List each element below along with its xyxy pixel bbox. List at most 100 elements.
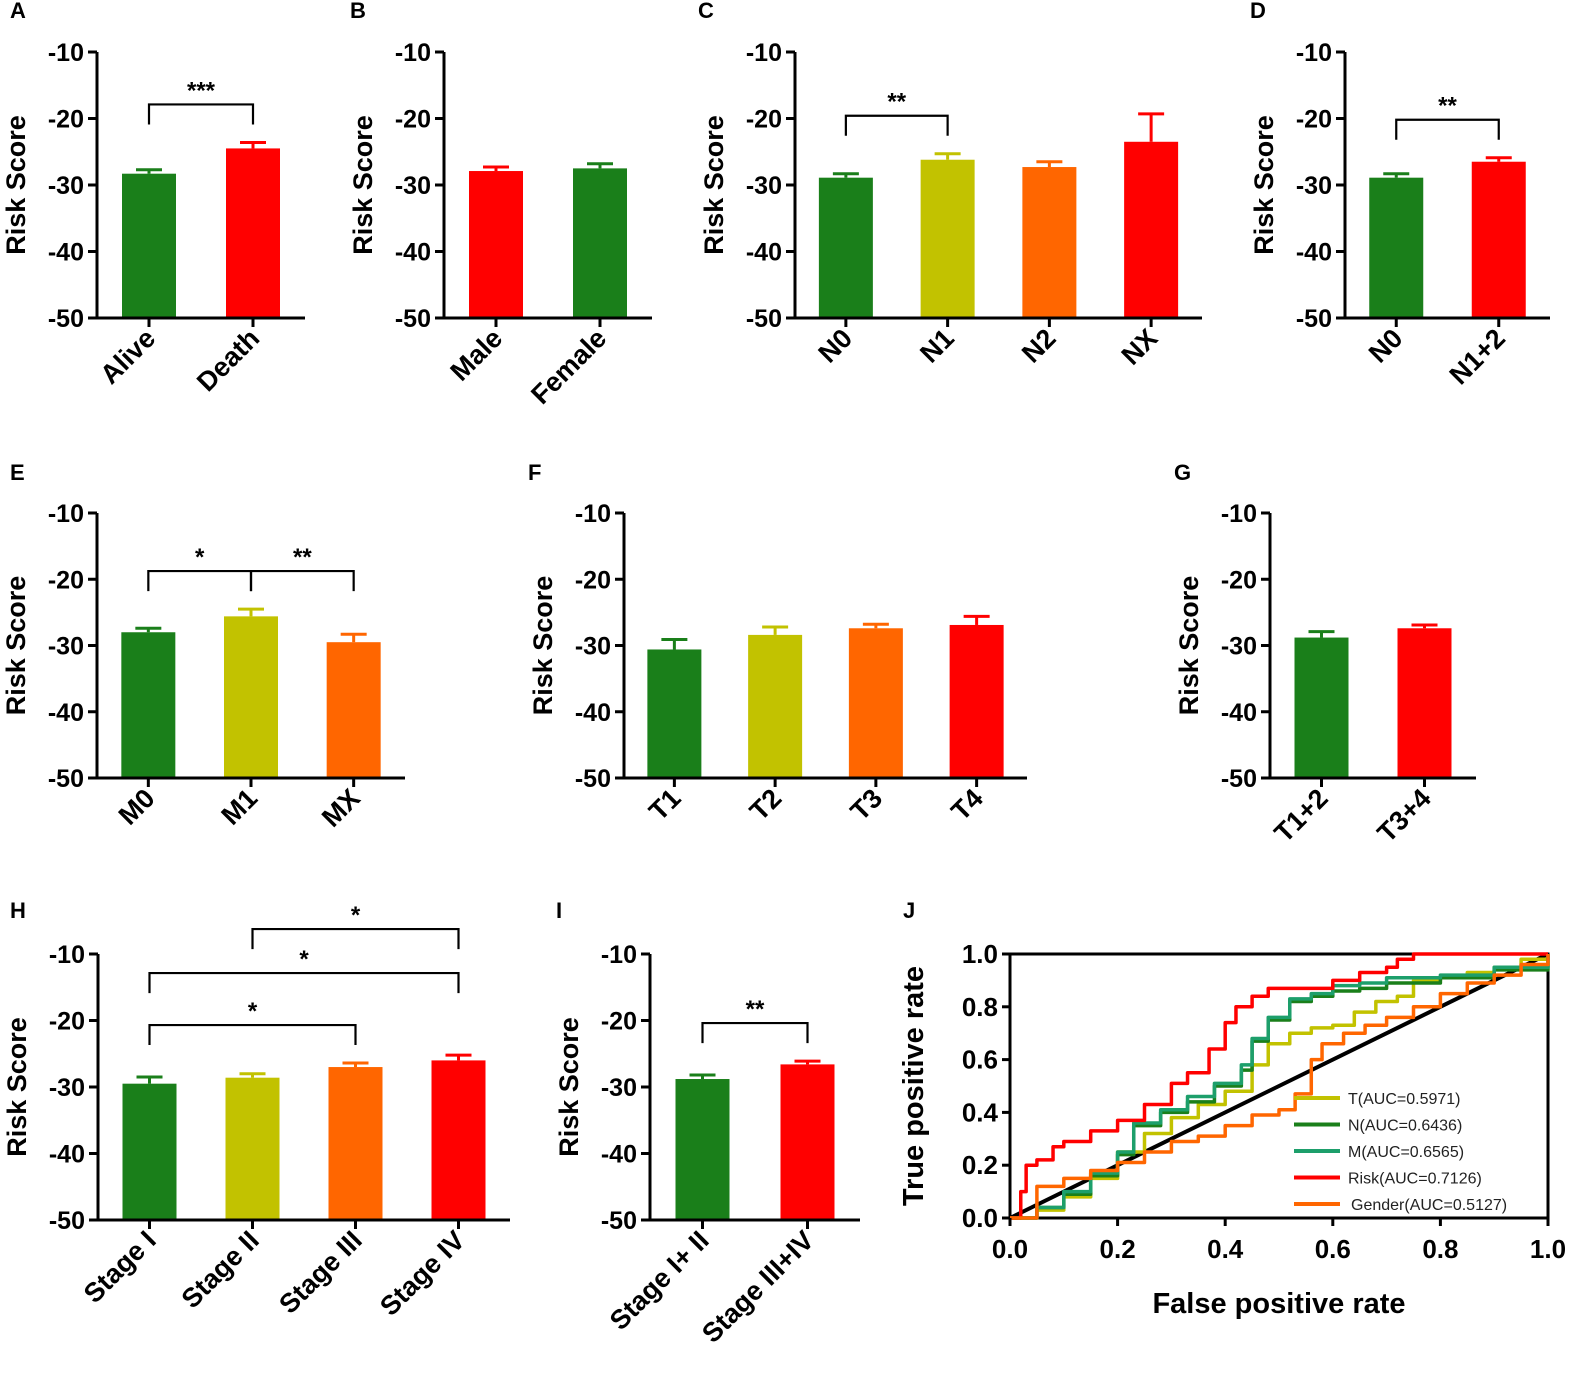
y-tick-label: -20 xyxy=(1221,566,1257,594)
bar xyxy=(780,1064,835,1220)
x-tick-label: Stage II xyxy=(176,1225,265,1314)
y-tick-label: -10 xyxy=(1221,500,1257,528)
significance-label: * xyxy=(195,544,205,571)
y-tick-label: -20 xyxy=(1296,106,1332,134)
panel-F: F -10 -20 -30 -40 -50 Risk Score T1 T2 T3 T4 xyxy=(528,460,1027,827)
x-tick-label: Alive xyxy=(94,323,161,390)
panel-A: A -10 -20 -30 -40 -50 Risk Score Alive Death *** xyxy=(1,0,305,397)
roc-curve xyxy=(1010,954,1550,1220)
bar xyxy=(818,177,873,318)
y-tick-label: -30 xyxy=(48,633,84,661)
y-tick-label: -50 xyxy=(48,305,84,333)
y-axis-label: Risk Score xyxy=(1,576,31,716)
y-tick-label: -50 xyxy=(746,305,782,333)
panel-J: J 0.0 0.2 0.4 0.6 0.8 1.0 0.0 0.2 0.4 0.6 0.8 1.0 Fal… xyxy=(898,898,1566,1320)
y-tick-label: 0.8 xyxy=(962,992,998,1022)
x-tick-label: Stage I xyxy=(78,1225,162,1309)
y-tick-label: -10 xyxy=(49,941,85,969)
x-tick-label: 0.0 xyxy=(992,1234,1028,1264)
panel-label: A xyxy=(10,0,26,23)
y-tick-label: -20 xyxy=(746,106,782,134)
y-tick-label: -40 xyxy=(48,699,84,727)
panel-label: H xyxy=(10,898,26,923)
y-tick-label: -30 xyxy=(575,633,611,661)
x-tick-label: T1+2 xyxy=(1268,783,1333,848)
y-tick-label: -20 xyxy=(48,106,84,134)
y-tick-label: -20 xyxy=(601,1008,637,1036)
panel-label: D xyxy=(1250,0,1266,23)
y-axis-label: Risk Score xyxy=(2,1017,32,1157)
y-tick-label: -50 xyxy=(1221,765,1257,793)
x-tick-label: Stage I+ II xyxy=(604,1225,715,1336)
x-tick-label: N0 xyxy=(1363,323,1409,369)
x-tick-label: N1 xyxy=(914,323,960,369)
x-tick-label: T3 xyxy=(845,783,888,826)
y-tick-label: -40 xyxy=(601,1141,637,1169)
bar xyxy=(1124,141,1179,318)
y-tick-label: -10 xyxy=(1296,39,1332,67)
y-tick-label: -40 xyxy=(1221,699,1257,727)
y-tick-label: -30 xyxy=(395,172,431,200)
y-tick-label: 0.0 xyxy=(962,1203,998,1233)
x-tick-label: N1+2 xyxy=(1444,323,1511,390)
x-axis-label: False positive rate xyxy=(1152,1288,1405,1320)
x-tick-label: Male xyxy=(445,323,509,387)
x-tick-label: Stage III+IV xyxy=(696,1225,820,1349)
bar xyxy=(675,1079,730,1220)
bar xyxy=(469,171,523,318)
x-tick-label: T1 xyxy=(643,783,686,826)
y-tick-label: -40 xyxy=(395,239,431,267)
bar xyxy=(328,1067,383,1220)
y-axis-label: Risk Score xyxy=(348,115,378,255)
y-axis-label: Risk Score xyxy=(1,115,31,255)
significance-label: ** xyxy=(293,544,312,571)
bar xyxy=(1369,177,1424,318)
x-tick-label: 0.6 xyxy=(1315,1234,1351,1264)
legend-label: Risk(AUC=0.7126) xyxy=(1348,1171,1482,1188)
y-tick-label: -20 xyxy=(395,106,431,134)
bar xyxy=(748,634,803,778)
bar xyxy=(647,649,702,778)
y-tick-label: -10 xyxy=(48,39,84,67)
legend-label: M(AUC=0.6565) xyxy=(1348,1144,1464,1161)
panel-B: B -10 -20 -30 -40 -50 Risk Score Male Female xyxy=(348,0,652,410)
x-tick-label: MX xyxy=(316,783,366,833)
panel-G: G -10 -20 -30 -40 -50 Risk Score T1+2 T3+4 xyxy=(1174,460,1476,848)
panel-label: B xyxy=(350,0,366,23)
roc-curve xyxy=(1010,954,1550,1220)
significance-bracket xyxy=(1395,118,1500,140)
significance-bracket xyxy=(148,1023,357,1046)
bar xyxy=(326,642,381,778)
bar xyxy=(122,173,176,318)
significance-label: * xyxy=(351,902,361,929)
y-tick-label: -10 xyxy=(601,941,637,969)
y-axis-label: Risk Score xyxy=(528,576,558,716)
y-tick-label: -30 xyxy=(1221,633,1257,661)
panel-label: F xyxy=(528,460,541,485)
y-tick-label: -20 xyxy=(575,566,611,594)
x-tick-label: N2 xyxy=(1016,323,1062,369)
roc-curve xyxy=(1010,954,1550,1220)
plot-frame xyxy=(1008,952,1550,1220)
bar xyxy=(1397,628,1452,778)
significance-bracket xyxy=(251,927,460,950)
y-tick-label: -30 xyxy=(49,1074,85,1102)
bar xyxy=(573,168,627,318)
significance-label: * xyxy=(299,946,309,973)
y-tick-label: -30 xyxy=(48,172,84,200)
legend: T(AUC=0.5971) N(AUC=0.6436) M(AUC=0.6565) R… xyxy=(1294,1091,1507,1214)
panel-label: I xyxy=(556,898,562,923)
y-tick-label: -30 xyxy=(746,172,782,200)
significance-label: *** xyxy=(187,77,216,104)
x-tick-label: T4 xyxy=(945,783,988,826)
x-tick-label: 0.8 xyxy=(1422,1234,1458,1264)
y-tick-label: -20 xyxy=(48,566,84,594)
legend-label: T(AUC=0.5971) xyxy=(1348,1091,1461,1108)
x-tick-label: 0.2 xyxy=(1100,1234,1136,1264)
y-tick-label: 1.0 xyxy=(962,939,998,969)
bar xyxy=(848,628,903,778)
y-axis-label: True positive rate xyxy=(898,966,930,1206)
significance-bracket xyxy=(148,971,460,994)
